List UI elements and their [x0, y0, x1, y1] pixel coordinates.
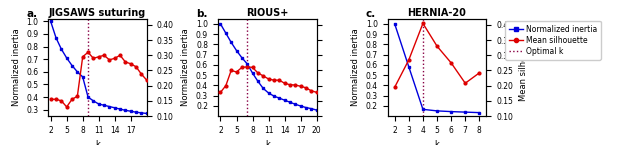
- Y-axis label: Mean silhouette: Mean silhouette: [518, 34, 527, 101]
- X-axis label: k: k: [95, 140, 100, 145]
- Y-axis label: Normalized inertia: Normalized inertia: [12, 29, 20, 106]
- Text: c.: c.: [366, 9, 376, 19]
- Text: a.: a.: [26, 9, 37, 19]
- Text: b.: b.: [196, 9, 207, 19]
- Title: RIOUS+: RIOUS+: [246, 8, 289, 18]
- X-axis label: k: k: [435, 140, 440, 145]
- Y-axis label: Normalized inertia: Normalized inertia: [181, 29, 191, 106]
- Title: HERNIA-20: HERNIA-20: [408, 8, 467, 18]
- Legend: Normalized inertia, Mean silhouette, Optimal k: Normalized inertia, Mean silhouette, Opt…: [505, 21, 601, 60]
- Y-axis label: Normalized inertia: Normalized inertia: [351, 29, 360, 106]
- X-axis label: k: k: [265, 140, 269, 145]
- Title: JIGSAWS suturing: JIGSAWS suturing: [49, 8, 146, 18]
